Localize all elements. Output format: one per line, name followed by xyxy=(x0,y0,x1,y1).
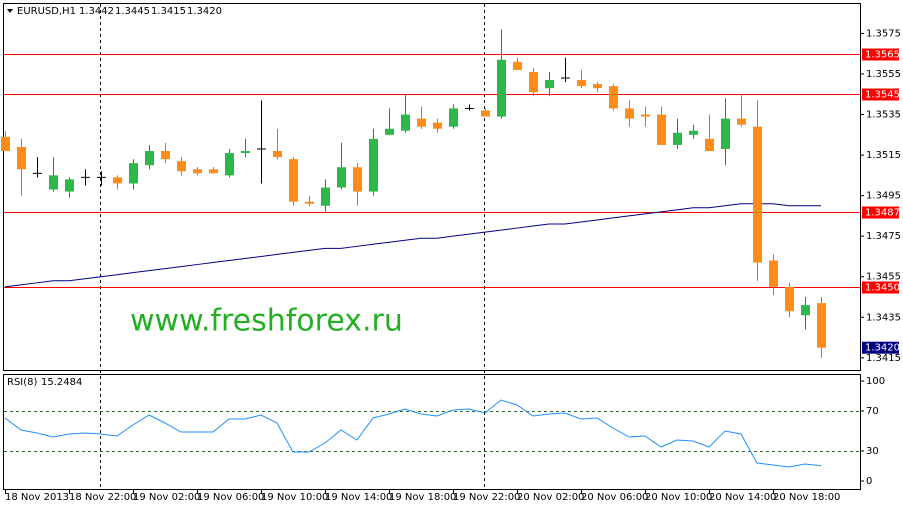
y-tick-label: 1.3475 xyxy=(866,231,901,242)
candle-body xyxy=(497,59,506,117)
x-tick-label: 19 Nov 22:00 xyxy=(453,492,520,503)
level-label: 1.3487 xyxy=(865,208,900,219)
x-tick-label: 20 Nov 10:00 xyxy=(645,492,712,503)
candle-body xyxy=(801,305,810,316)
y-tick-label: 100 xyxy=(866,376,885,387)
x-tick-label: 19 Nov 14:00 xyxy=(325,492,392,503)
x-tick-label: 20 Nov 18:00 xyxy=(773,492,840,503)
candle-body xyxy=(641,114,650,117)
candle-body xyxy=(161,151,170,160)
candle-body xyxy=(209,169,218,174)
x-tick-label: 19 Nov 06:00 xyxy=(197,492,264,503)
candle-body xyxy=(113,177,122,184)
y-tick-label: 1.3495 xyxy=(866,191,901,202)
header-close: 1.3420 xyxy=(187,6,222,17)
x-tick-label: 18 Nov 2013 xyxy=(5,492,69,503)
x-tick-label: 18 Nov 22:00 xyxy=(69,492,136,503)
level-label: 1.3565 xyxy=(865,50,900,61)
candle-body xyxy=(529,71,538,93)
candle-body xyxy=(289,159,298,202)
candle-body xyxy=(417,118,426,127)
candle-body xyxy=(145,151,154,166)
candle-body xyxy=(1,136,10,152)
candle-body xyxy=(17,146,26,170)
x-tick-label: 19 Nov 18:00 xyxy=(389,492,456,503)
y-tick-label: 1.3555 xyxy=(866,69,901,80)
candle-body xyxy=(449,108,458,127)
y-tick-label: 1.3515 xyxy=(866,150,901,161)
candle-body xyxy=(785,286,794,312)
candle-body xyxy=(65,179,74,192)
candle-body xyxy=(817,303,826,348)
candle-body xyxy=(689,130,698,135)
candle-body xyxy=(657,114,666,145)
level-label: 1.3450 xyxy=(865,283,900,294)
candle-body xyxy=(385,128,394,135)
candle-body xyxy=(625,108,634,119)
candle-body xyxy=(369,138,378,192)
candle-body xyxy=(753,126,762,263)
candle-body xyxy=(353,167,362,192)
candle-body xyxy=(337,167,346,188)
candle-body xyxy=(321,187,330,206)
candle-body xyxy=(721,118,730,149)
moving-average xyxy=(4,203,821,288)
price-panel xyxy=(3,3,861,371)
symbol: EURUSD,H1 xyxy=(17,6,76,17)
candle-body xyxy=(577,80,586,87)
y-tick-label: 1.3435 xyxy=(866,312,901,323)
x-tick-label: 20 Nov 02:00 xyxy=(517,492,584,503)
candle-body xyxy=(177,161,186,172)
candle-body xyxy=(225,153,234,176)
rsi-panel xyxy=(3,374,861,490)
candle-body xyxy=(705,138,714,152)
x-tick-label: 19 Nov 02:00 xyxy=(133,492,200,503)
rsi-line xyxy=(4,399,822,468)
candle-body xyxy=(609,86,618,109)
current-price-label: 1.3420 xyxy=(865,343,900,354)
y-tick-label: 0 xyxy=(866,476,872,487)
candle-body xyxy=(273,151,282,158)
candle-body xyxy=(513,61,522,70)
level-box xyxy=(862,88,899,101)
level-box xyxy=(862,206,899,219)
candle-body xyxy=(305,201,314,204)
candle-body xyxy=(737,118,746,125)
rsi-value: 15.2484 xyxy=(41,377,82,388)
x-tick-label: 20 Nov 06:00 xyxy=(581,492,648,503)
header-open: 1.3442 xyxy=(79,6,114,17)
y-tick-label: 1.3415 xyxy=(866,353,901,364)
level-box xyxy=(862,281,899,294)
candle-body xyxy=(49,175,58,190)
current-price-box xyxy=(862,341,899,354)
x-tick-label: 19 Nov 10:00 xyxy=(261,492,328,503)
menu-arrow[interactable] xyxy=(7,9,13,13)
rsi-title: RSI(8) xyxy=(7,377,38,388)
header-high: 1.3445 xyxy=(115,6,150,17)
header-low: 1.3415 xyxy=(151,6,186,17)
y-tick-label: 1.3455 xyxy=(866,272,901,283)
y-tick-label: 70 xyxy=(866,406,879,417)
y-tick-label: 1.3535 xyxy=(866,110,901,121)
candle-body xyxy=(241,151,250,154)
candle-body xyxy=(769,260,778,287)
candle-body xyxy=(593,84,602,89)
level-box xyxy=(862,48,899,61)
candle-body xyxy=(481,110,490,117)
candle-body xyxy=(545,80,554,89)
candle-body xyxy=(193,169,202,174)
candle-body xyxy=(673,132,682,145)
candle-body xyxy=(401,114,410,131)
level-label: 1.3545 xyxy=(865,90,900,101)
x-tick-label: 20 Nov 14:00 xyxy=(709,492,776,503)
y-tick-label: 30 xyxy=(866,446,879,457)
candle-body xyxy=(433,122,442,129)
candle-body xyxy=(129,163,138,184)
y-tick-label: 1.3575 xyxy=(866,28,901,39)
watermark: www.freshforex.ru xyxy=(130,304,403,339)
